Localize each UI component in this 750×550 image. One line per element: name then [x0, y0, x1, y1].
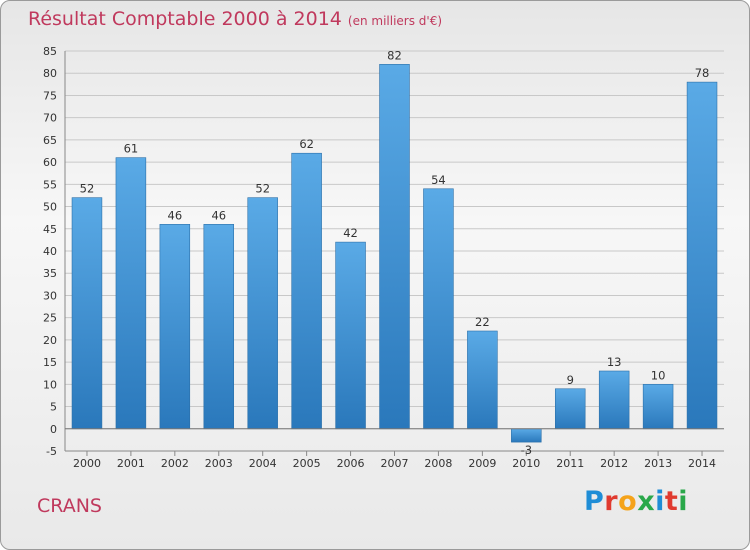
y-tick-label: 5: [50, 401, 57, 414]
x-tick-label: 2004: [249, 457, 277, 470]
bar-2004: [247, 197, 278, 430]
proxiti-logo[interactable]: Proxiti: [584, 486, 688, 517]
axes: [64, 51, 724, 456]
logo-letter: i: [678, 486, 689, 517]
bar-2007: [379, 64, 410, 430]
y-tick-label: 75: [43, 89, 57, 102]
y-tick-label: 85: [43, 45, 57, 58]
x-tick-label: 2007: [381, 457, 409, 470]
data-label: 13: [607, 355, 622, 369]
x-tick-label: 2009: [468, 457, 496, 470]
data-label: 46: [211, 208, 226, 222]
bars: [71, 64, 718, 443]
x-tick-label: 2013: [644, 457, 672, 470]
logo-letter: o: [618, 486, 638, 517]
x-tick-label: 2014: [688, 457, 716, 470]
bar-2008: [423, 188, 454, 430]
y-tick-label: 55: [43, 178, 57, 191]
x-tick-label: 2002: [161, 457, 189, 470]
labels: -5 0 5 10 15 20 25 30 35 40 45 50 55 60 65 70 75 80 85 52 20…: [43, 45, 716, 470]
x-tick-label: 2008: [424, 457, 452, 470]
data-label: 10: [651, 368, 666, 382]
logo-letter: x: [637, 486, 656, 517]
data-label: 52: [80, 182, 95, 196]
y-tick-label: 70: [43, 112, 57, 125]
y-tick-label: 0: [50, 423, 57, 436]
y-tick-label: 35: [43, 267, 57, 280]
y-tick-label: 65: [43, 134, 57, 147]
x-tick-label: 2001: [117, 457, 145, 470]
bar-2011: [554, 388, 586, 430]
bar-2005: [291, 152, 322, 430]
logo-letter: P: [584, 486, 605, 517]
logo-letter: t: [664, 486, 679, 517]
chart-title-text: Résultat Comptable 2000 à 2014: [28, 8, 342, 30]
bar-2014: [686, 81, 718, 430]
x-tick-label: 2012: [600, 457, 628, 470]
y-tick-label: 15: [43, 356, 57, 369]
data-label: 61: [124, 142, 139, 156]
data-label: 52: [255, 182, 270, 196]
x-tick-label: 2003: [205, 457, 233, 470]
data-label: 9: [567, 373, 574, 387]
chart-title: Résultat Comptable 2000 à 2014 (en millie…: [28, 8, 442, 30]
chart-subtitle: (en milliers d'€): [347, 14, 443, 28]
y-tick-label: 20: [43, 334, 57, 347]
data-label: -3: [521, 443, 532, 457]
commune-name: CRANS: [37, 495, 102, 517]
y-tick-label: 40: [43, 245, 57, 258]
bar-2003: [203, 224, 235, 430]
data-label: 62: [299, 137, 314, 151]
y-tick-label: 45: [43, 223, 57, 236]
x-tick-label: 2005: [293, 457, 321, 470]
logo-letter: i: [655, 486, 665, 517]
x-tick-label: 2010: [512, 457, 540, 470]
y-tick-label: 10: [43, 378, 57, 391]
y-tick-label: 30: [43, 289, 57, 302]
bar-2000: [71, 197, 103, 430]
bar-2001: [115, 157, 147, 430]
y-tick-label: 25: [43, 312, 57, 325]
y-tick-label: 80: [43, 67, 57, 80]
y-tick-label: 60: [43, 156, 57, 169]
bar-2002: [159, 224, 191, 430]
bar-2009: [467, 330, 498, 430]
bar-2006: [335, 241, 366, 430]
y-tick-label: -5: [46, 445, 57, 458]
x-tick-label: 2006: [337, 457, 365, 470]
data-label: 82: [387, 48, 402, 62]
x-tick-label: 2011: [556, 457, 584, 470]
data-label: 46: [168, 208, 183, 222]
logo-letter: r: [604, 486, 619, 517]
data-label: 54: [431, 173, 446, 187]
y-tick-label: 50: [43, 201, 57, 214]
x-tick-label: 2000: [73, 457, 101, 470]
data-label: 78: [695, 66, 710, 80]
bar-2012: [598, 370, 630, 430]
bar-2010: [511, 428, 542, 443]
data-label: 42: [343, 226, 358, 240]
bar-2013: [642, 384, 674, 430]
data-label: 22: [475, 315, 490, 329]
